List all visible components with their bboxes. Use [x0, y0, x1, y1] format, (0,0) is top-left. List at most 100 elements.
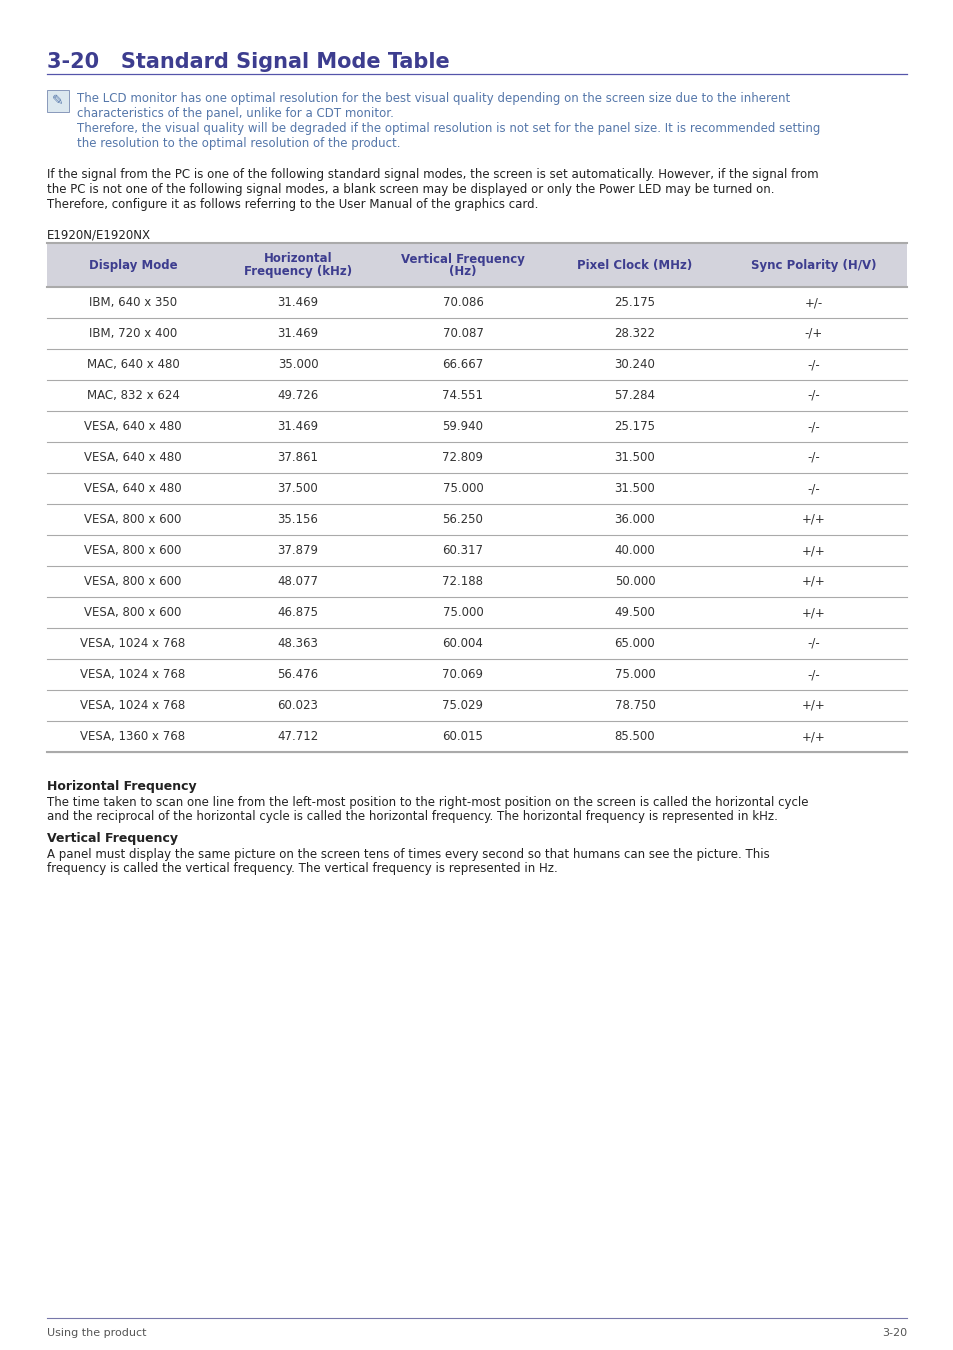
Text: 35.156: 35.156 — [277, 513, 318, 526]
Text: 57.284: 57.284 — [614, 389, 655, 402]
Text: Therefore, the visual quality will be degraded if the optimal resolution is not : Therefore, the visual quality will be de… — [77, 122, 820, 135]
Text: If the signal from the PC is one of the following standard signal modes, the scr: If the signal from the PC is one of the … — [47, 167, 818, 181]
Bar — [47, 243, 906, 288]
Text: VESA, 1024 x 768: VESA, 1024 x 768 — [80, 668, 186, 680]
Text: The LCD monitor has one optimal resolution for the best visual quality depending: The LCD monitor has one optimal resoluti… — [77, 92, 789, 105]
Text: +/+: +/+ — [801, 699, 825, 711]
Text: Pixel Clock (MHz): Pixel Clock (MHz) — [577, 258, 692, 271]
Text: the resolution to the optimal resolution of the product.: the resolution to the optimal resolution… — [77, 136, 400, 150]
Text: 49.500: 49.500 — [614, 606, 655, 620]
Text: 37.861: 37.861 — [277, 451, 318, 464]
Text: 75.000: 75.000 — [442, 606, 483, 620]
Text: 35.000: 35.000 — [277, 358, 318, 371]
Text: VESA, 800 x 600: VESA, 800 x 600 — [84, 575, 181, 589]
Text: 56.250: 56.250 — [442, 513, 483, 526]
Text: VESA, 640 x 480: VESA, 640 x 480 — [84, 482, 182, 495]
Text: -/-: -/- — [807, 358, 820, 371]
Text: 74.551: 74.551 — [442, 389, 483, 402]
Text: IBM, 640 x 350: IBM, 640 x 350 — [89, 296, 177, 309]
Text: 70.087: 70.087 — [442, 327, 483, 340]
Text: 59.940: 59.940 — [442, 420, 483, 433]
Text: 31.500: 31.500 — [614, 451, 655, 464]
Text: 75.000: 75.000 — [442, 482, 483, 495]
Text: 46.875: 46.875 — [277, 606, 318, 620]
Text: 3-20   Standard Signal Mode Table: 3-20 Standard Signal Mode Table — [47, 53, 449, 72]
Text: 3-20: 3-20 — [881, 1328, 906, 1338]
Text: +/+: +/+ — [801, 544, 825, 558]
Text: 31.469: 31.469 — [277, 296, 318, 309]
Text: 49.726: 49.726 — [277, 389, 318, 402]
Text: VESA, 1024 x 768: VESA, 1024 x 768 — [80, 637, 186, 649]
Text: (Hz): (Hz) — [449, 266, 476, 278]
Text: -/-: -/- — [807, 451, 820, 464]
Text: +/+: +/+ — [801, 575, 825, 589]
Text: +/+: +/+ — [801, 606, 825, 620]
Text: -/-: -/- — [807, 637, 820, 649]
Text: Sync Polarity (H/V): Sync Polarity (H/V) — [750, 258, 876, 271]
Text: VESA, 1360 x 768: VESA, 1360 x 768 — [80, 730, 186, 742]
Text: 60.004: 60.004 — [442, 637, 483, 649]
Text: MAC, 832 x 624: MAC, 832 x 624 — [87, 389, 179, 402]
Text: 30.240: 30.240 — [614, 358, 655, 371]
Text: 31.469: 31.469 — [277, 327, 318, 340]
Text: -/-: -/- — [807, 482, 820, 495]
Text: 70.086: 70.086 — [442, 296, 483, 309]
Text: Therefore, configure it as follows referring to the User Manual of the graphics : Therefore, configure it as follows refer… — [47, 198, 537, 211]
Text: frequency is called the vertical frequency. The vertical frequency is represente: frequency is called the vertical frequen… — [47, 863, 558, 875]
Text: VESA, 800 x 600: VESA, 800 x 600 — [84, 544, 181, 558]
Text: 48.077: 48.077 — [277, 575, 318, 589]
Text: The time taken to scan one line from the left-most position to the right-most po: The time taken to scan one line from the… — [47, 796, 807, 809]
Text: 25.175: 25.175 — [614, 296, 655, 309]
Text: characteristics of the panel, unlike for a CDT monitor.: characteristics of the panel, unlike for… — [77, 107, 394, 120]
Text: 36.000: 36.000 — [614, 513, 655, 526]
Text: Horizontal Frequency: Horizontal Frequency — [47, 780, 196, 792]
Text: Display Mode: Display Mode — [89, 258, 177, 271]
Text: Frequency (kHz): Frequency (kHz) — [244, 266, 352, 278]
Text: 70.069: 70.069 — [442, 668, 483, 680]
Text: 48.363: 48.363 — [277, 637, 318, 649]
Text: +/+: +/+ — [801, 730, 825, 742]
Text: E1920N/E1920NX: E1920N/E1920NX — [47, 228, 151, 242]
Text: +/+: +/+ — [801, 513, 825, 526]
Text: 31.469: 31.469 — [277, 420, 318, 433]
Text: A panel must display the same picture on the screen tens of times every second s: A panel must display the same picture on… — [47, 848, 769, 861]
Text: 85.500: 85.500 — [614, 730, 655, 742]
Text: 25.175: 25.175 — [614, 420, 655, 433]
Text: and the reciprocal of the horizontal cycle is called the horizontal frequency. T: and the reciprocal of the horizontal cyc… — [47, 810, 777, 824]
Text: -/-: -/- — [807, 389, 820, 402]
Text: 50.000: 50.000 — [614, 575, 655, 589]
Text: 37.500: 37.500 — [277, 482, 318, 495]
Text: -/+: -/+ — [804, 327, 822, 340]
Text: 56.476: 56.476 — [277, 668, 318, 680]
Text: Using the product: Using the product — [47, 1328, 147, 1338]
Text: 75.029: 75.029 — [442, 699, 483, 711]
Text: 60.317: 60.317 — [442, 544, 483, 558]
Text: VESA, 640 x 480: VESA, 640 x 480 — [84, 420, 182, 433]
Text: VESA, 640 x 480: VESA, 640 x 480 — [84, 451, 182, 464]
Text: MAC, 640 x 480: MAC, 640 x 480 — [87, 358, 179, 371]
Text: 75.000: 75.000 — [614, 668, 655, 680]
Text: Vertical Frequency: Vertical Frequency — [47, 832, 178, 845]
Text: ✎: ✎ — [52, 95, 64, 108]
Text: -/-: -/- — [807, 668, 820, 680]
Text: -/-: -/- — [807, 420, 820, 433]
Text: 72.809: 72.809 — [442, 451, 483, 464]
Text: 72.188: 72.188 — [442, 575, 483, 589]
Text: 37.879: 37.879 — [277, 544, 318, 558]
Text: Horizontal: Horizontal — [263, 252, 332, 266]
Text: Vertical Frequency: Vertical Frequency — [400, 252, 524, 266]
Text: 60.015: 60.015 — [442, 730, 483, 742]
Text: VESA, 1024 x 768: VESA, 1024 x 768 — [80, 699, 186, 711]
Text: VESA, 800 x 600: VESA, 800 x 600 — [84, 606, 181, 620]
Text: the PC is not one of the following signal modes, a blank screen may be displayed: the PC is not one of the following signa… — [47, 184, 774, 196]
Text: 28.322: 28.322 — [614, 327, 655, 340]
Text: 60.023: 60.023 — [277, 699, 318, 711]
Text: 65.000: 65.000 — [614, 637, 655, 649]
Text: IBM, 720 x 400: IBM, 720 x 400 — [89, 327, 177, 340]
Text: 40.000: 40.000 — [614, 544, 655, 558]
Text: VESA, 800 x 600: VESA, 800 x 600 — [84, 513, 181, 526]
Text: 31.500: 31.500 — [614, 482, 655, 495]
Text: 66.667: 66.667 — [442, 358, 483, 371]
Bar — [47, 90, 69, 112]
Text: 47.712: 47.712 — [277, 730, 318, 742]
